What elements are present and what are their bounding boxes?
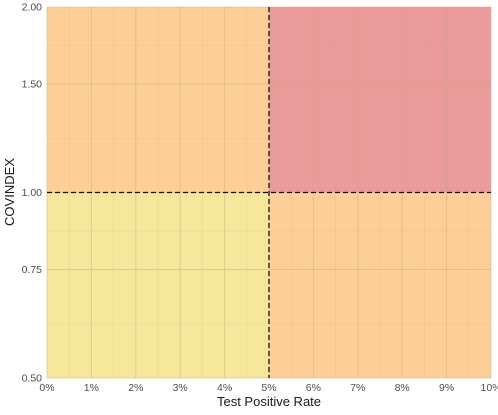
y-tick-label: 1.00 [22, 187, 43, 199]
x-tick-label: 1% [84, 382, 99, 394]
x-tick-label: 6% [306, 382, 321, 394]
threshold-lines [47, 7, 491, 378]
quadrant-regions [47, 7, 491, 378]
y-tick-label: 2.00 [22, 2, 43, 14]
x-tick-label: 9% [439, 382, 454, 394]
x-tick-label: 3% [173, 382, 188, 394]
x-tick-label: 7% [350, 382, 365, 394]
region-high-rate-high-index [269, 7, 491, 193]
region-low-rate-low-index [47, 192, 269, 378]
y-tick-label: 0.75 [22, 264, 43, 276]
x-tick-label: 5% [261, 382, 276, 394]
x-tick-label: 4% [217, 382, 232, 394]
x-axis-title: Test Positive Rate [217, 394, 321, 409]
x-axis-tick-labels: 0% 1% 2% 3% 4% 5% 6% 7% 8% 9% 10% [39, 382, 498, 394]
x-tick-label: 10% [480, 382, 498, 394]
x-tick-label: 2% [128, 382, 143, 394]
y-tick-label: 1.50 [22, 78, 43, 90]
region-low-rate-high-index [47, 7, 269, 193]
x-tick-label: 8% [395, 382, 410, 394]
region-high-rate-low-index [269, 192, 491, 378]
x-tick-label: 0% [39, 382, 54, 394]
y-tick-label: 0.50 [22, 373, 43, 385]
y-axis-title: COVINDEX [2, 158, 17, 226]
y-axis-tick-labels: 0.50 0.75 1.00 1.50 2.00 [22, 2, 43, 385]
